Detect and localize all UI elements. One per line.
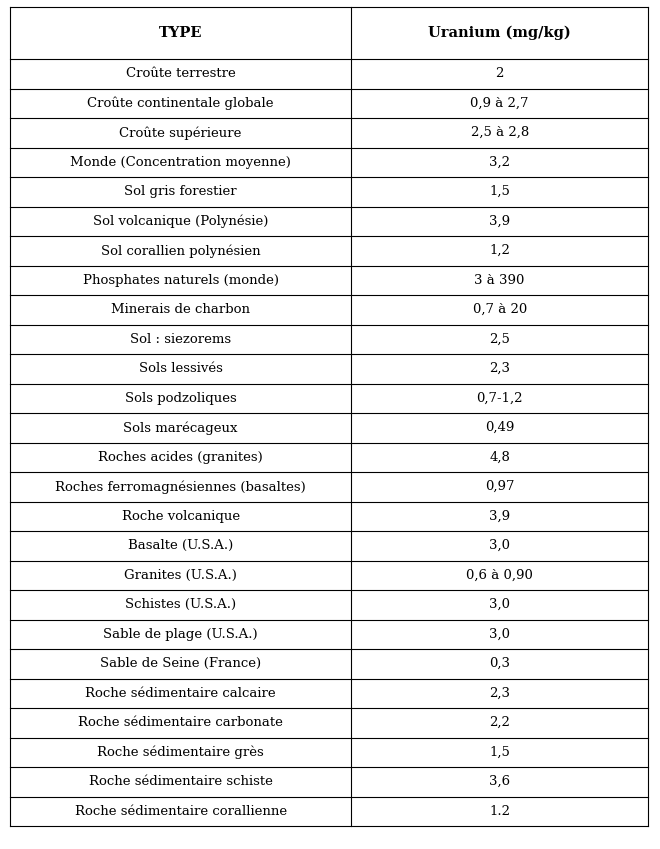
Text: 0,9 à 2,7: 0,9 à 2,7 (471, 97, 529, 110)
Text: Phosphates naturels (monde): Phosphates naturels (monde) (82, 273, 279, 287)
Text: 3,0: 3,0 (489, 627, 510, 641)
Text: Croûte continentale globale: Croûte continentale globale (87, 97, 274, 110)
Text: 0,49: 0,49 (485, 421, 514, 434)
Text: 1,2: 1,2 (489, 245, 510, 257)
Text: 2,5 à 2,8: 2,5 à 2,8 (471, 127, 529, 139)
Text: Sable de Seine (France): Sable de Seine (France) (100, 657, 261, 670)
Text: Roche sédimentaire schiste: Roche sédimentaire schiste (88, 775, 273, 788)
Text: 2,3: 2,3 (489, 687, 510, 700)
Text: Roche sédimentaire grès: Roche sédimentaire grès (97, 745, 264, 759)
Text: Roche sédimentaire carbonate: Roche sédimentaire carbonate (79, 717, 283, 729)
Text: Sols lessivés: Sols lessivés (139, 363, 222, 375)
Text: 3,9: 3,9 (489, 215, 510, 228)
Text: Croûte terrestre: Croûte terrestre (126, 67, 236, 81)
Text: Sable de plage (U.S.A.): Sable de plage (U.S.A.) (104, 627, 258, 641)
Text: Roches ferromagnésiennes (basaltes): Roches ferromagnésiennes (basaltes) (55, 480, 306, 493)
Text: Roches acides (granites): Roches acides (granites) (98, 451, 263, 464)
Text: Basalte (U.S.A.): Basalte (U.S.A.) (128, 539, 233, 552)
Text: 0,3: 0,3 (489, 657, 510, 670)
Text: Monde (Concentration moyenne): Monde (Concentration moyenne) (70, 155, 291, 169)
Text: Schistes (U.S.A.): Schistes (U.S.A.) (125, 599, 236, 611)
Text: Roche sédimentaire corallienne: Roche sédimentaire corallienne (75, 805, 286, 818)
Text: 2: 2 (496, 67, 504, 81)
Text: 4,8: 4,8 (489, 451, 510, 464)
Text: 3,6: 3,6 (489, 775, 510, 788)
Text: Uranium (mg/kg): Uranium (mg/kg) (428, 25, 571, 40)
Text: Granites (U.S.A.): Granites (U.S.A.) (124, 569, 237, 582)
Text: Sols podzoliques: Sols podzoliques (125, 391, 236, 405)
Text: Sol gris forestier: Sol gris forestier (124, 185, 237, 199)
Text: Sol volcanique (Polynésie): Sol volcanique (Polynésie) (93, 215, 269, 228)
Text: 1,5: 1,5 (489, 185, 510, 199)
Text: 0,7-1,2: 0,7-1,2 (477, 391, 523, 405)
Text: Croûte supérieure: Croûte supérieure (119, 126, 242, 139)
Text: 2,3: 2,3 (489, 363, 510, 375)
Text: 3,0: 3,0 (489, 539, 510, 552)
Text: 1.2: 1.2 (489, 805, 510, 818)
Text: Minerais de charbon: Minerais de charbon (111, 303, 250, 316)
Text: Roche sédimentaire calcaire: Roche sédimentaire calcaire (85, 687, 276, 700)
Text: 1,5: 1,5 (489, 745, 510, 759)
Text: Sols marécageux: Sols marécageux (123, 421, 238, 435)
Text: 3,0: 3,0 (489, 599, 510, 611)
Text: 3,2: 3,2 (489, 155, 510, 169)
Text: Roche volcanique: Roche volcanique (121, 509, 240, 523)
Text: Sol corallien polynésien: Sol corallien polynésien (101, 244, 261, 257)
Text: Sol : siezorems: Sol : siezorems (130, 333, 231, 346)
Text: 3,9: 3,9 (489, 509, 510, 523)
Text: TYPE: TYPE (159, 26, 203, 40)
Text: 0,7 à 20: 0,7 à 20 (473, 303, 527, 316)
Text: 2,2: 2,2 (489, 717, 510, 729)
Text: 2,5: 2,5 (489, 333, 510, 346)
Text: 3 à 390: 3 à 390 (475, 273, 525, 287)
Text: 0,6 à 0,90: 0,6 à 0,90 (466, 569, 533, 582)
Text: 0,97: 0,97 (485, 481, 514, 493)
